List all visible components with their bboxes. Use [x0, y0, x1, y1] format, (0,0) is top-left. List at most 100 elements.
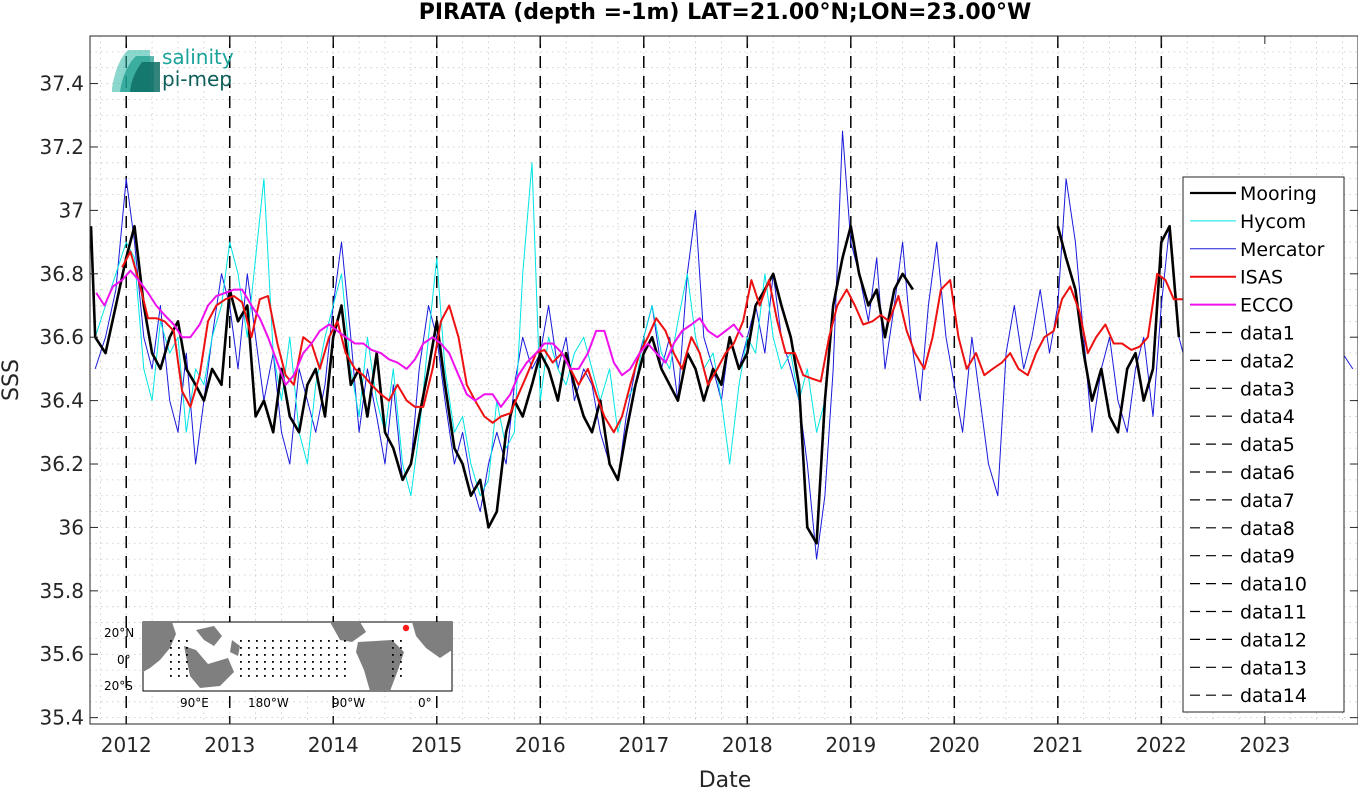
map-mooring-dot	[296, 640, 298, 642]
y-tick-label: 35.4	[39, 706, 84, 730]
map-mooring-dot	[240, 640, 242, 642]
series-line-isas	[121, 250, 1184, 434]
x-tick-label: 2015	[411, 733, 462, 757]
map-lat-label: 0°	[117, 653, 131, 667]
map-mooring-dot	[240, 654, 242, 656]
reference-lines	[125, 36, 1163, 724]
map-mooring-dot	[304, 640, 306, 642]
map-mooring-dot	[280, 661, 282, 663]
map-mooring-dot	[178, 668, 180, 670]
map-mooring-dot	[344, 661, 346, 663]
map-mooring-dot	[328, 675, 330, 677]
legend-label: data1	[1240, 323, 1295, 345]
map-mooring-dot	[304, 668, 306, 670]
y-axis-label: SSS	[0, 359, 24, 401]
map-mooring-dot	[280, 640, 282, 642]
map-mooring-dot	[170, 675, 172, 677]
legend-label: data2	[1240, 350, 1295, 372]
map-mooring-dot	[296, 647, 298, 649]
map-mooring-dot	[312, 661, 314, 663]
map-mooring-dot	[186, 647, 188, 649]
x-tick-label: 2022	[1136, 733, 1187, 757]
map-mooring-dot	[272, 675, 274, 677]
map-mooring-dot	[336, 661, 338, 663]
legend-items: Mooring Hycom Mercator ISAS ECCO data1 data2 da…	[1190, 183, 1325, 707]
map-mooring-dot	[344, 654, 346, 656]
map-mooring-dot	[400, 647, 402, 649]
map-mooring-dot	[288, 654, 290, 656]
map-mooring-dot	[400, 640, 402, 642]
map-mooring-dot	[320, 661, 322, 663]
legend-label: ECCO	[1240, 295, 1294, 317]
legend-label: data11	[1240, 602, 1307, 624]
legend-label: data12	[1240, 629, 1307, 651]
map-mooring-dot	[248, 661, 250, 663]
legend-label: data3	[1240, 378, 1295, 400]
map-mooring-dot	[272, 647, 274, 649]
x-tick-label: 2021	[1032, 733, 1083, 757]
map-mooring-dot	[280, 654, 282, 656]
logo-text-salinity: salinity	[162, 45, 234, 69]
map-mooring-dot	[256, 675, 258, 677]
x-tick-label: 2023	[1239, 733, 1290, 757]
map-mooring-dot	[296, 675, 298, 677]
map-mooring-dot	[240, 675, 242, 677]
map-mooring-dot	[178, 647, 180, 649]
x-tick-label: 2018	[722, 733, 773, 757]
x-ticks: 2012 2013 2014 2015 2016 2017 2018 2019 2020 2021…	[101, 36, 1290, 757]
map-mooring-dot	[312, 647, 314, 649]
map-mooring-dot	[280, 647, 282, 649]
map-mooring-dot	[240, 668, 242, 670]
y-tick-label: 37.4	[39, 72, 84, 96]
map-mooring-dot	[288, 640, 290, 642]
x-tick-label: 2013	[204, 733, 255, 757]
map-mooring-dot	[170, 661, 172, 663]
legend-label: data9	[1240, 546, 1295, 568]
y-tick-label: 35.6	[39, 642, 84, 666]
map-mooring-dot	[272, 661, 274, 663]
legend-label: data8	[1240, 518, 1295, 540]
plot-frame	[89, 35, 1358, 725]
inset-map-moorings	[170, 640, 402, 677]
map-mooring-dot	[248, 647, 250, 649]
y-tick-label: 36.2	[39, 452, 84, 476]
map-mooring-dot	[280, 675, 282, 677]
map-mooring-dot	[328, 647, 330, 649]
series-line-mooring	[89, 224, 914, 545]
x-tick-label: 2017	[618, 733, 669, 757]
y-tick-label: 36	[59, 515, 84, 539]
y-tick-label: 37	[59, 198, 84, 222]
map-mooring-dot	[186, 654, 188, 656]
map-mooring-dot	[312, 668, 314, 670]
legend-label: data7	[1240, 490, 1295, 512]
x-tick-label: 2016	[515, 733, 566, 757]
map-mooring-dot	[256, 654, 258, 656]
map-mooring-dot	[320, 654, 322, 656]
map-mooring-dot	[256, 640, 258, 642]
inset-map-station-marker	[402, 624, 410, 632]
map-mooring-dot	[170, 647, 172, 649]
legend-box	[1182, 176, 1345, 713]
map-lon-label: 0°	[418, 696, 432, 710]
map-mooring-dot	[288, 668, 290, 670]
map-lon-label: 90°W	[332, 696, 365, 710]
map-mooring-dot	[336, 654, 338, 656]
map-mooring-dot	[240, 647, 242, 649]
map-mooring-dot	[288, 675, 290, 677]
map-mooring-dot	[186, 675, 188, 677]
map-mooring-dot	[336, 647, 338, 649]
map-mooring-dot	[170, 654, 172, 656]
map-mooring-dot	[296, 661, 298, 663]
map-mooring-dot	[400, 654, 402, 656]
map-mooring-dot	[336, 640, 338, 642]
map-mooring-dot	[344, 668, 346, 670]
map-mooring-dot	[186, 661, 188, 663]
map-lon-label: 180°W	[248, 696, 289, 710]
inset-map-land	[143, 622, 452, 691]
map-mooring-dot	[344, 647, 346, 649]
map-mooring-dot	[328, 668, 330, 670]
map-mooring-dot	[256, 647, 258, 649]
map-mooring-dot	[264, 668, 266, 670]
map-mooring-dot	[264, 654, 266, 656]
map-mooring-dot	[240, 661, 242, 663]
